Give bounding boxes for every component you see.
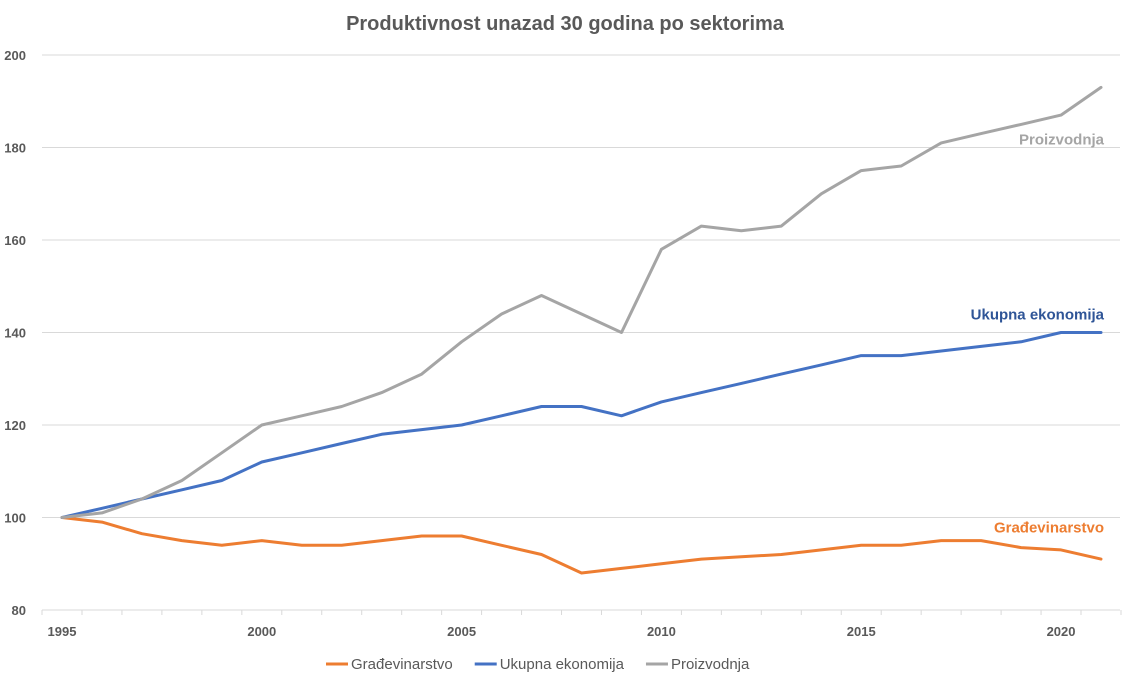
x-tick-label: 2005: [447, 624, 476, 639]
legend: Građevinarstvo Ukupna ekonomija Proizvodnj…: [326, 656, 750, 673]
y-tick-label: 80: [12, 603, 26, 618]
legend-label: Građevinarstvo: [351, 656, 453, 673]
y-tick-label: 180: [4, 141, 26, 156]
legend-item: Građevinarstvo: [326, 656, 453, 673]
x-tick-label: 1995: [48, 624, 77, 639]
x-axis: 1995 2000 2005 2010 2015 2020: [41, 609, 1122, 639]
y-tick-label: 120: [4, 418, 26, 433]
y-tick-label: 160: [4, 233, 26, 248]
legend-item: Ukupna ekonomija: [474, 656, 625, 673]
series-end-label: Proizvodnja: [1019, 132, 1105, 149]
legend-label: Proizvodnja: [671, 656, 750, 673]
chart-title: Produktivnost unazad 30 godina po sektor…: [346, 13, 785, 35]
series-line-građevinarstvo: [60, 516, 1103, 575]
legend-item: Proizvodnja: [645, 656, 750, 673]
x-tick-label: 2015: [847, 624, 876, 639]
series-line-ukupna-ekonomija: [60, 331, 1103, 519]
series-end-labels: Građevinarstvo Ukupna ekonomija Proizvodnj…: [971, 132, 1105, 537]
series-lines: [60, 85, 1103, 575]
y-axis-ticks: 80 100 120 140 160 180 200: [4, 48, 26, 618]
x-tick-label: 2000: [247, 624, 276, 639]
x-tick-label: 2020: [1047, 624, 1076, 639]
y-tick-label: 100: [4, 511, 26, 526]
y-tick-label: 140: [4, 326, 26, 341]
y-tick-label: 200: [4, 48, 26, 63]
legend-label: Ukupna ekonomija: [500, 656, 625, 673]
series-end-label: Ukupna ekonomija: [971, 307, 1105, 324]
gridlines: [42, 54, 1120, 518]
series-end-label: Građevinarstvo: [994, 520, 1104, 537]
x-tick-label: 2010: [647, 624, 676, 639]
series-line-proizvodnja: [60, 85, 1103, 519]
